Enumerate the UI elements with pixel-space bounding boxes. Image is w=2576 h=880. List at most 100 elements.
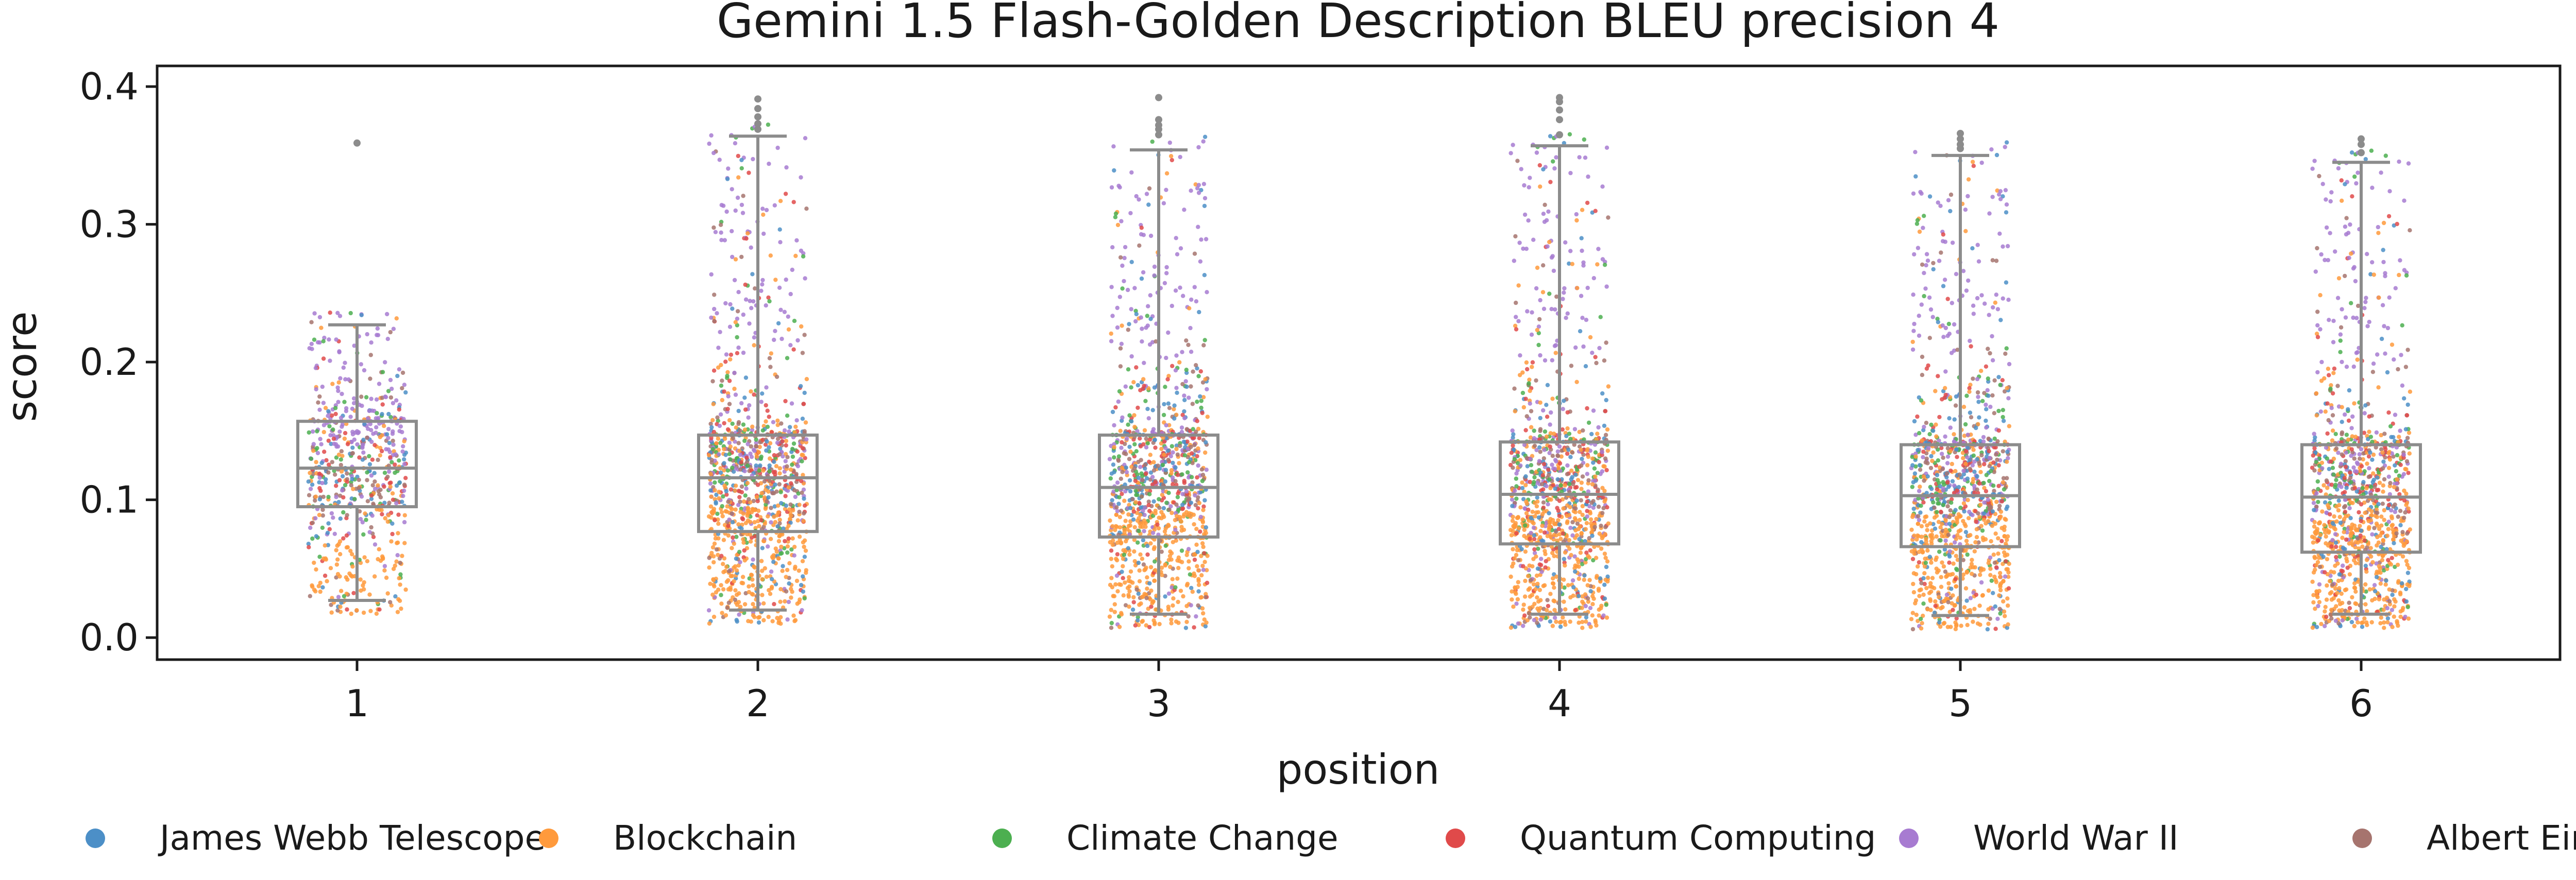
data-point (1161, 506, 1166, 511)
data-point (1117, 185, 1122, 189)
data-point (770, 430, 774, 435)
data-point (1562, 599, 1566, 604)
data-point (350, 477, 354, 481)
data-point (1147, 186, 1152, 191)
data-point (739, 254, 744, 260)
data-point (1562, 585, 1567, 590)
data-point (1605, 505, 1609, 510)
data-point (1510, 519, 1515, 523)
data-point (1528, 388, 1532, 393)
data-point (1590, 482, 1595, 487)
data-point (1966, 516, 1971, 521)
data-point (1987, 456, 1992, 460)
data-point (369, 439, 374, 444)
data-point (345, 479, 349, 484)
data-point (312, 560, 316, 565)
data-point (365, 559, 370, 564)
data-point (1990, 358, 1995, 363)
data-point (1536, 324, 1541, 329)
data-point (1543, 358, 1548, 363)
data-point (378, 558, 383, 563)
data-point (803, 276, 807, 281)
data-point (344, 533, 349, 538)
data-point (803, 136, 808, 141)
data-point (1514, 553, 1519, 558)
data-point (1541, 487, 1546, 492)
data-point (733, 597, 738, 602)
data-point (1538, 353, 1543, 358)
data-point (1108, 518, 1112, 523)
data-point (744, 455, 749, 460)
data-point (1112, 168, 1116, 173)
data-point (1547, 451, 1552, 455)
data-point (1577, 594, 1581, 598)
data-point (1528, 401, 1532, 406)
data-point (323, 543, 327, 548)
data-point (1549, 544, 1554, 549)
data-point (1194, 363, 1198, 368)
data-point (1575, 478, 1581, 482)
data-point (2000, 378, 2005, 383)
data-point (1511, 435, 1515, 440)
data-point (733, 588, 738, 593)
data-point (1567, 261, 1571, 266)
data-point (1602, 263, 1607, 267)
data-point (1153, 480, 1158, 485)
data-point (1187, 559, 1191, 564)
data-point (750, 427, 755, 433)
data-point (1987, 479, 1992, 484)
data-point (1985, 388, 1990, 392)
data-point (398, 560, 402, 565)
data-point (709, 133, 714, 138)
data-point (1512, 258, 1516, 263)
data-point (724, 564, 729, 570)
data-point (778, 307, 783, 312)
data-point (1189, 384, 1193, 389)
data-point (318, 488, 323, 493)
data-point (744, 236, 749, 241)
data-point (1197, 501, 1202, 506)
data-point (1544, 608, 1549, 613)
data-point (400, 499, 404, 504)
data-point (2002, 534, 2007, 539)
data-point (1544, 484, 1549, 489)
data-point (1577, 576, 1581, 581)
data-point (1606, 384, 1611, 389)
data-point (389, 386, 394, 391)
data-point (781, 454, 785, 459)
data-point (1941, 455, 1945, 460)
data-point (731, 535, 735, 540)
data-point (1541, 167, 1546, 171)
data-point (1570, 262, 1574, 266)
data-point (1129, 419, 1134, 424)
data-point (1536, 342, 1541, 348)
data-point (1200, 410, 1205, 416)
data-point (1929, 560, 1934, 565)
data-point (1559, 454, 1564, 459)
data-point (1594, 556, 1599, 560)
data-point (1139, 494, 1144, 499)
data-point (1532, 550, 1537, 556)
data-point (799, 583, 804, 588)
data-point (1570, 578, 1575, 583)
data-point (727, 440, 732, 445)
data-point (1583, 539, 1587, 544)
data-point (1509, 533, 1514, 538)
data-point (801, 574, 805, 579)
data-point (1114, 512, 1119, 517)
data-point (1205, 415, 1210, 419)
data-point (1114, 573, 1120, 578)
data-point (1173, 527, 1178, 532)
chart-title: Gemini 1.5 Flash-Golden Description BLEU… (717, 0, 1999, 48)
data-point (1531, 237, 1536, 242)
data-point (1204, 468, 1209, 472)
data-point (1203, 450, 1208, 455)
data-point (1139, 315, 1143, 320)
data-point (1174, 443, 1179, 448)
data-point (738, 428, 742, 433)
data-point (1133, 489, 1138, 493)
data-point (1918, 485, 1922, 489)
data-point (1570, 450, 1575, 455)
data-point (1919, 524, 1924, 529)
data-point (2001, 579, 2006, 584)
